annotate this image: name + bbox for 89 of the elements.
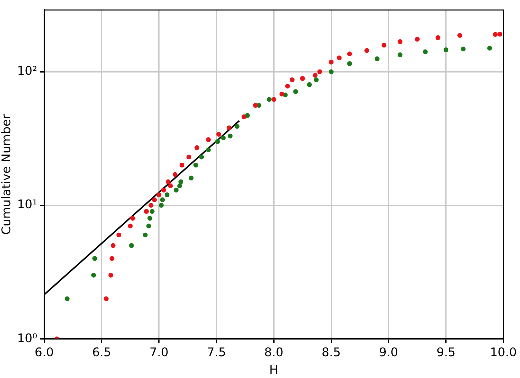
point — [398, 52, 403, 58]
x-axis-title: H — [270, 362, 279, 377]
point — [128, 224, 133, 229]
point — [487, 46, 492, 51]
point — [206, 138, 212, 142]
point — [458, 33, 462, 38]
point — [234, 124, 240, 130]
point — [364, 48, 370, 54]
point — [226, 126, 232, 131]
point — [178, 180, 184, 184]
point — [104, 296, 109, 302]
point — [129, 243, 134, 248]
point — [168, 184, 174, 188]
point — [65, 296, 70, 302]
point — [152, 198, 158, 202]
y-tick-label: 10² — [17, 64, 38, 78]
x-tick-label: 10.0 — [490, 346, 517, 360]
x-tick-label: 8.5 — [322, 346, 341, 360]
point — [228, 134, 233, 139]
point — [150, 209, 155, 214]
point — [285, 84, 290, 89]
point — [148, 203, 154, 208]
x-tick-label: 7.5 — [207, 346, 226, 360]
point — [146, 224, 152, 229]
point — [161, 188, 166, 193]
point — [423, 50, 428, 54]
x-tick-label: 7.0 — [150, 346, 169, 360]
x-tick-label: 6.0 — [34, 346, 54, 360]
point — [300, 76, 306, 82]
point — [110, 243, 116, 248]
point — [307, 82, 312, 88]
point — [347, 52, 352, 57]
point — [116, 232, 122, 238]
point — [318, 70, 322, 74]
x-tick-label: 6.5 — [92, 346, 112, 360]
point — [91, 273, 96, 278]
point — [221, 136, 226, 140]
point — [498, 32, 503, 37]
y-axis-title: Cumulative Number — [0, 114, 14, 235]
point — [180, 162, 185, 168]
point — [164, 192, 170, 198]
x-tick-label: 9.5 — [436, 346, 456, 360]
point — [215, 139, 220, 144]
point — [329, 70, 334, 74]
point — [130, 216, 136, 221]
point — [92, 256, 98, 262]
point — [148, 216, 152, 221]
y-tick-label: 10¹ — [17, 198, 38, 212]
point — [374, 56, 380, 62]
point — [461, 46, 466, 52]
point — [194, 162, 198, 168]
x-tick-label: 8.0 — [264, 346, 284, 360]
point — [312, 73, 318, 78]
x-tick-label: 9.0 — [379, 346, 398, 360]
point — [189, 176, 194, 181]
point — [382, 43, 387, 48]
y-tick-label: 10⁰ — [17, 331, 38, 346]
point — [253, 103, 258, 108]
point — [347, 61, 352, 66]
point — [156, 192, 162, 198]
point — [216, 132, 222, 137]
point — [160, 198, 166, 202]
point — [166, 180, 171, 184]
point — [398, 39, 403, 44]
point — [143, 232, 148, 238]
point — [314, 78, 319, 82]
point — [290, 78, 295, 82]
point — [337, 56, 342, 61]
point — [444, 48, 449, 52]
point — [242, 114, 247, 120]
point — [206, 148, 212, 153]
point — [267, 97, 272, 102]
point — [144, 209, 150, 214]
point — [415, 37, 420, 42]
point — [436, 35, 441, 40]
point — [272, 97, 276, 102]
point — [194, 146, 200, 150]
point — [110, 256, 115, 262]
point — [493, 32, 498, 38]
point — [280, 92, 284, 97]
point — [199, 154, 204, 160]
point — [172, 172, 178, 178]
point — [329, 60, 334, 65]
point — [174, 188, 179, 193]
point — [178, 184, 182, 188]
point — [108, 273, 114, 278]
point — [159, 203, 164, 208]
point — [293, 89, 298, 94]
point — [186, 154, 192, 160]
